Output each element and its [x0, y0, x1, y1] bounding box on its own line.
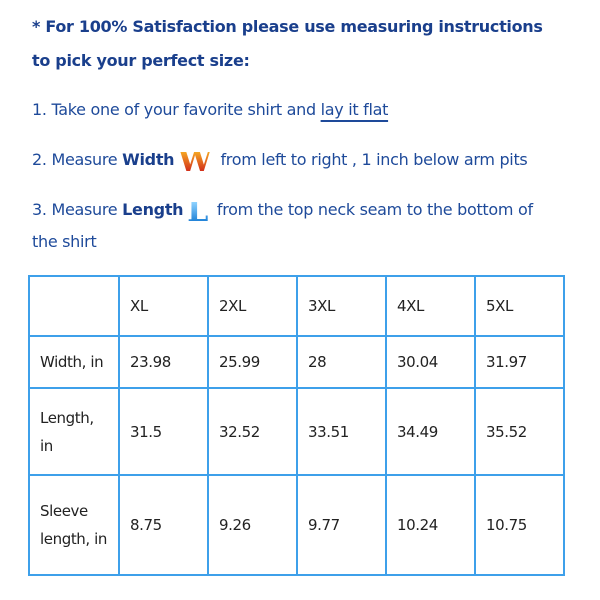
- table-cell: 33.51: [296, 387, 387, 476]
- table-cell: 30.04: [385, 335, 476, 389]
- size-chart-table: XL 2XL 3XL 4XL 5XL Width, in 23.98 25.99…: [28, 275, 565, 576]
- table-cell: 9.26: [207, 474, 298, 576]
- table-cell: 31.97: [474, 335, 565, 389]
- step-1-text: 1. Take one of your favorite shirt and: [32, 100, 321, 119]
- table-cell: 23.98: [118, 335, 209, 389]
- table-cell: 8.75: [118, 474, 209, 576]
- intro-line-2: to pick your perfect size:: [32, 51, 250, 70]
- length-l-icon: L: [187, 194, 209, 229]
- table-cell: 32.52: [207, 387, 298, 476]
- table-cell: 31.5: [118, 387, 209, 476]
- row-label: Length, in: [28, 387, 120, 476]
- table-row: Length, in 31.5 32.52 33.51 34.49 35.52: [28, 387, 565, 476]
- table-row: Sleeve length, in 8.75 9.26 9.77 10.24 1…: [28, 474, 565, 576]
- intro-line-1: * For 100% Satisfaction please use measu…: [32, 17, 543, 36]
- header-cell: 4XL: [385, 275, 476, 337]
- step-1: 1. Take one of your favorite shirt and l…: [32, 100, 388, 119]
- table-cell: 10.75: [474, 474, 565, 576]
- header-cell: [28, 275, 120, 337]
- table-cell: 25.99: [207, 335, 298, 389]
- header-cell: 2XL: [207, 275, 298, 337]
- step-2-prefix: 2. Measure: [32, 150, 123, 169]
- step-3-suffix: from the top neck seam to the bottom of: [212, 200, 533, 219]
- lay-it-flat-link[interactable]: lay it flat: [320, 100, 389, 119]
- row-label: Width, in: [28, 335, 120, 389]
- table-cell: 34.49: [385, 387, 476, 476]
- table-cell: 10.24: [385, 474, 476, 576]
- step-3-bold: Length: [122, 200, 184, 219]
- header-cell: 5XL: [474, 275, 565, 337]
- header-cell: 3XL: [296, 275, 387, 337]
- step-2-bold: Width: [122, 150, 175, 169]
- table-cell: 35.52: [474, 387, 565, 476]
- width-w-icon: W: [178, 144, 212, 179]
- step-3: 3. Measure Length L from the top neck sea…: [32, 194, 533, 229]
- header-cell: XL: [118, 275, 209, 337]
- step-2: 2. Measure Width W from left to right , 1…: [32, 144, 528, 179]
- table-cell: 28: [296, 335, 387, 389]
- step-3-prefix: 3. Measure: [32, 200, 123, 219]
- row-label: Sleeve length, in: [28, 474, 120, 576]
- step-2-suffix: from left to right , 1 inch below arm pi…: [215, 150, 528, 169]
- table-row: Width, in 23.98 25.99 28 30.04 31.97: [28, 335, 565, 389]
- step-3-continued: the shirt: [32, 232, 97, 251]
- table-header-row: XL 2XL 3XL 4XL 5XL: [28, 275, 565, 337]
- table-cell: 9.77: [296, 474, 387, 576]
